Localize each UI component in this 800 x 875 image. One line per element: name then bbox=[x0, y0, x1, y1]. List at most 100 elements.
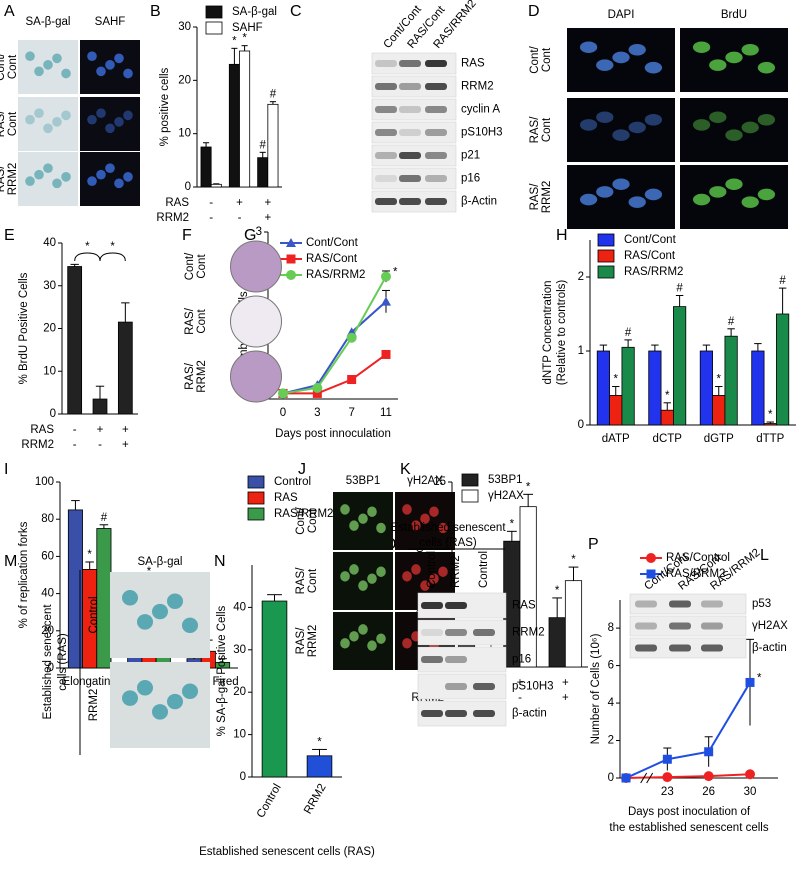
panel-letter: E bbox=[4, 227, 15, 244]
marker bbox=[347, 375, 357, 385]
y-axis-label: % positive cells bbox=[159, 67, 171, 146]
annotation: * bbox=[110, 241, 115, 253]
bar bbox=[257, 157, 269, 188]
y-tick-label: 30 bbox=[43, 280, 56, 292]
condition-value: + bbox=[97, 424, 104, 436]
annotation: # bbox=[260, 139, 267, 151]
panel-letter: L bbox=[760, 547, 769, 564]
blot-title: cells (RAS) bbox=[419, 537, 477, 549]
bar bbox=[92, 398, 108, 415]
y-tick-label: 0 bbox=[50, 408, 56, 420]
cell bbox=[61, 68, 71, 79]
bar bbox=[699, 350, 713, 426]
cell bbox=[725, 51, 743, 64]
annotation: * bbox=[526, 481, 531, 493]
annotation: * bbox=[317, 736, 322, 748]
blot-band bbox=[425, 175, 447, 182]
cell bbox=[709, 186, 727, 198]
cell bbox=[692, 193, 711, 206]
condition-value: + bbox=[264, 197, 271, 209]
condition-name: RRM2 bbox=[156, 212, 189, 224]
cell bbox=[349, 631, 359, 642]
legend-label: 53BP1 bbox=[488, 474, 523, 486]
legend-label: SAHF bbox=[232, 22, 263, 34]
panel-letter: N bbox=[214, 553, 226, 570]
annotation: * bbox=[665, 390, 670, 402]
cell bbox=[114, 178, 124, 189]
blot-band bbox=[445, 656, 467, 663]
legend-label: γH2AX bbox=[488, 490, 524, 502]
x-tick-label: dCTP bbox=[653, 433, 683, 445]
cell bbox=[358, 580, 368, 591]
cell bbox=[692, 119, 711, 131]
blot-row-label: β-actin bbox=[512, 708, 547, 720]
row-label: RRM2 bbox=[88, 689, 100, 722]
condition-value: - bbox=[73, 424, 77, 436]
annotation: * bbox=[147, 566, 152, 578]
row-label: Cont bbox=[196, 309, 208, 334]
condition-name: RAS bbox=[165, 197, 189, 209]
cell bbox=[123, 110, 133, 121]
row-label: Cont bbox=[196, 254, 208, 279]
bar bbox=[548, 617, 566, 668]
cell bbox=[741, 196, 759, 208]
legend-swatch bbox=[247, 491, 265, 505]
x-tick-label: 23 bbox=[661, 786, 674, 798]
cell bbox=[420, 580, 430, 591]
y-tick-label: 8 bbox=[608, 622, 614, 634]
row-label: RAS/ bbox=[529, 183, 541, 211]
panel-letter: M bbox=[4, 553, 17, 570]
cell bbox=[757, 114, 776, 126]
row-label: Cont/ bbox=[529, 45, 541, 73]
y-tick-label: 30 bbox=[178, 21, 191, 33]
line bbox=[625, 773, 751, 779]
blot-strip bbox=[371, 98, 457, 121]
cell bbox=[411, 520, 421, 531]
cell bbox=[105, 123, 115, 134]
legend-swatch bbox=[597, 265, 615, 279]
bracket bbox=[74, 252, 101, 262]
condition-name: RRM2 bbox=[21, 439, 54, 451]
blot-band bbox=[399, 129, 421, 136]
blot-band bbox=[473, 683, 495, 690]
cell bbox=[358, 624, 368, 635]
legend-swatch bbox=[247, 475, 265, 489]
cell bbox=[43, 59, 53, 70]
blot-band bbox=[421, 629, 443, 636]
panel-letter: J bbox=[298, 461, 306, 478]
cell bbox=[376, 522, 386, 534]
blot-band bbox=[701, 644, 723, 652]
marker bbox=[621, 773, 631, 783]
blot-band bbox=[425, 83, 447, 90]
cell bbox=[122, 590, 138, 606]
bar bbox=[519, 506, 537, 668]
column-header: 53BP1 bbox=[346, 475, 381, 487]
y-tick-label: 6 bbox=[608, 660, 614, 672]
blot-band bbox=[669, 600, 691, 608]
y-tick-label: 10 bbox=[178, 128, 191, 140]
cell bbox=[96, 66, 106, 77]
y-tick-label: 3 bbox=[256, 226, 262, 238]
panel-letter: B bbox=[150, 3, 161, 20]
micrograph bbox=[80, 97, 140, 151]
cell bbox=[741, 121, 759, 134]
legend-label: RAS bbox=[274, 492, 298, 504]
marker bbox=[312, 382, 323, 393]
plate-image bbox=[230, 240, 282, 293]
blot-band bbox=[399, 198, 421, 205]
cell bbox=[61, 110, 71, 121]
marker bbox=[278, 388, 288, 399]
cell bbox=[429, 506, 439, 517]
cell bbox=[725, 129, 743, 141]
marker bbox=[745, 769, 755, 780]
condition-value: - bbox=[73, 439, 77, 451]
marker bbox=[704, 747, 714, 757]
y-tick-label: 0 bbox=[48, 662, 54, 674]
marker bbox=[662, 772, 673, 783]
panel-letter: K bbox=[400, 461, 411, 478]
blot-row-label: p16 bbox=[461, 173, 480, 185]
line bbox=[625, 681, 751, 779]
annotation: # bbox=[779, 275, 786, 287]
legend-label: RAS/RRM2 bbox=[624, 266, 683, 278]
